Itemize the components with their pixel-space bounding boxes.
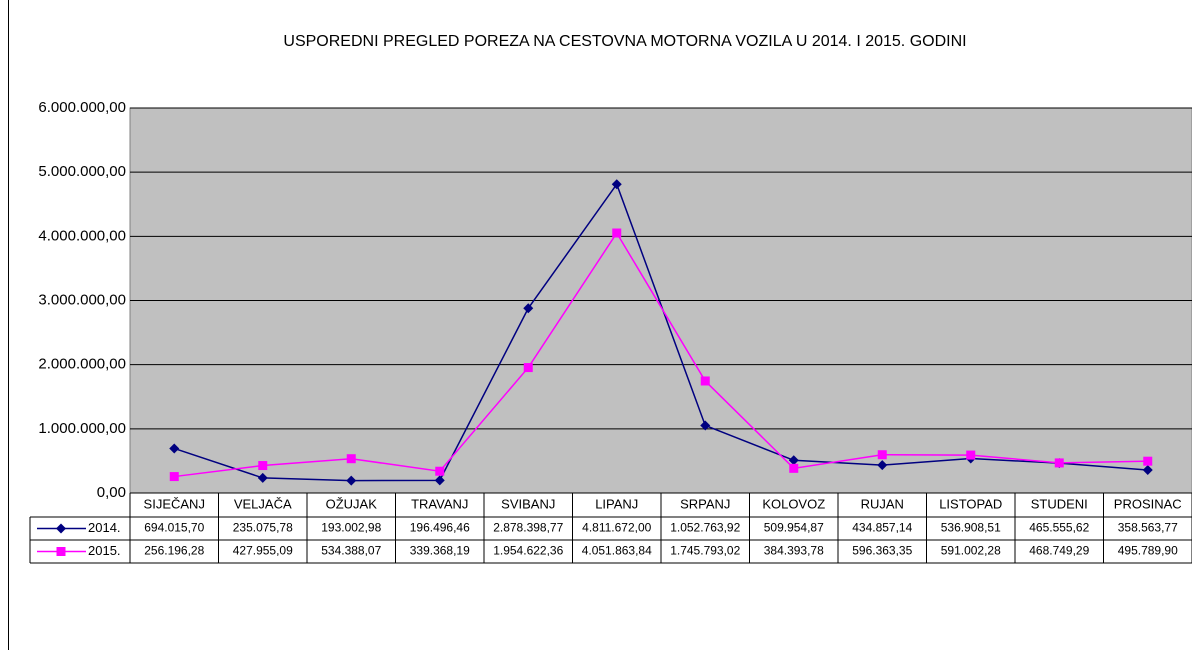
table-value: 235.075,78 <box>233 521 293 535</box>
table-value: 465.555,62 <box>1029 521 1089 535</box>
x-tick-label: RUJAN <box>861 496 904 511</box>
x-tick-label: OŽUJAK <box>326 496 378 511</box>
table-value: 596.363,35 <box>852 544 912 558</box>
table-value: 358.563,77 <box>1118 521 1178 535</box>
table-value: 536.908,51 <box>941 521 1001 535</box>
marker <box>434 475 445 486</box>
x-tick-label: KOLOVOZ <box>762 496 825 511</box>
chart-title: USPOREDNI PREGLED POREZA NA CESTOVNA MOT… <box>283 33 966 50</box>
marker <box>56 523 66 534</box>
x-tick-label: SRPANJ <box>680 496 730 511</box>
legend-label: 2014. <box>88 520 121 535</box>
table-value: 256.196,28 <box>144 544 204 558</box>
marker <box>523 303 534 314</box>
x-tick-label: SIJEČANJ <box>144 496 205 511</box>
legend-label: 2015. <box>88 543 121 558</box>
table-value: 468.749,29 <box>1029 544 1089 558</box>
marker <box>877 450 887 460</box>
y-tick-label: 4.000.000,00 <box>38 227 126 244</box>
marker <box>612 228 622 238</box>
marker <box>435 466 445 476</box>
marker <box>877 460 888 471</box>
marker <box>169 472 179 482</box>
marker <box>346 454 356 464</box>
table-value: 591.002,28 <box>941 544 1001 558</box>
table-value: 196.496,46 <box>410 521 470 535</box>
marker <box>523 363 533 373</box>
table-value: 1.954.622,36 <box>493 544 563 558</box>
y-tick-label: 1.000.000,00 <box>38 420 126 437</box>
marker <box>966 450 976 460</box>
x-tick-label: VELJAČA <box>234 496 292 511</box>
x-tick-label: TRAVANJ <box>411 496 468 511</box>
table-value: 427.955,09 <box>233 544 293 558</box>
y-tick-label: 2.000.000,00 <box>38 356 126 373</box>
marker <box>788 455 799 466</box>
table-value: 339.368,19 <box>410 544 470 558</box>
table-value: 1.745.793,02 <box>670 544 740 558</box>
marker <box>346 475 357 486</box>
series-line <box>174 182 1148 482</box>
table-value: 193.002,98 <box>321 521 381 535</box>
marker <box>257 472 268 483</box>
marker <box>56 547 66 556</box>
y-tick-label: 6.000.000,00 <box>38 99 126 116</box>
marker <box>700 376 710 386</box>
marker <box>1143 456 1153 466</box>
marker <box>1142 464 1153 475</box>
y-tick-label: 0,00 <box>97 484 126 501</box>
table-value: 4.811.672,00 <box>582 521 652 535</box>
x-tick-label: LISTOPAD <box>939 496 1002 511</box>
x-tick-label: PROSINAC <box>1114 496 1182 511</box>
marker <box>611 179 622 190</box>
table-value: 4.051.863,84 <box>582 544 652 558</box>
table-value: 434.857,14 <box>852 521 912 535</box>
table-value: 509.954,87 <box>764 521 824 535</box>
y-tick-label: 5.000.000,00 <box>38 163 126 180</box>
table-value: 534.388,07 <box>321 544 381 558</box>
series-line <box>174 231 1148 478</box>
table-value: 495.789,90 <box>1118 544 1178 558</box>
table-value: 384.393,78 <box>764 544 824 558</box>
marker <box>789 463 799 473</box>
y-tick-label: 3.000.000,00 <box>38 291 126 308</box>
marker <box>1054 458 1064 468</box>
table-value: 1.052.763,92 <box>670 521 740 535</box>
x-tick-label: LIPANJ <box>595 496 638 511</box>
table-value: 694.015,70 <box>144 521 204 535</box>
marker <box>258 461 268 471</box>
table-value: 2.878.398,77 <box>493 521 563 535</box>
x-tick-label: STUDENI <box>1031 496 1088 511</box>
marker <box>169 443 180 454</box>
marker <box>700 420 711 431</box>
x-tick-label: SVIBANJ <box>501 496 555 511</box>
